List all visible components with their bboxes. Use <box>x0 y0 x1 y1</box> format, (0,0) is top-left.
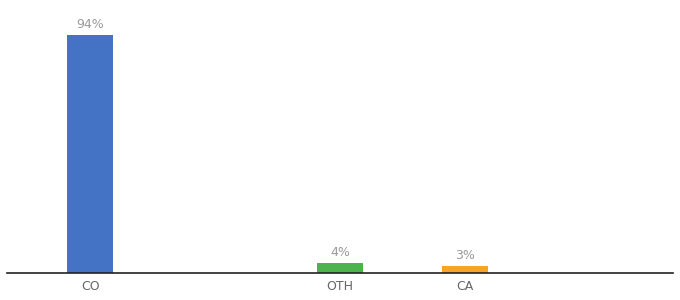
Bar <box>67 35 113 273</box>
Text: 4%: 4% <box>330 246 350 259</box>
Text: 94%: 94% <box>76 18 104 31</box>
Bar <box>442 266 488 273</box>
Text: 3%: 3% <box>455 249 475 262</box>
Bar <box>317 263 363 273</box>
